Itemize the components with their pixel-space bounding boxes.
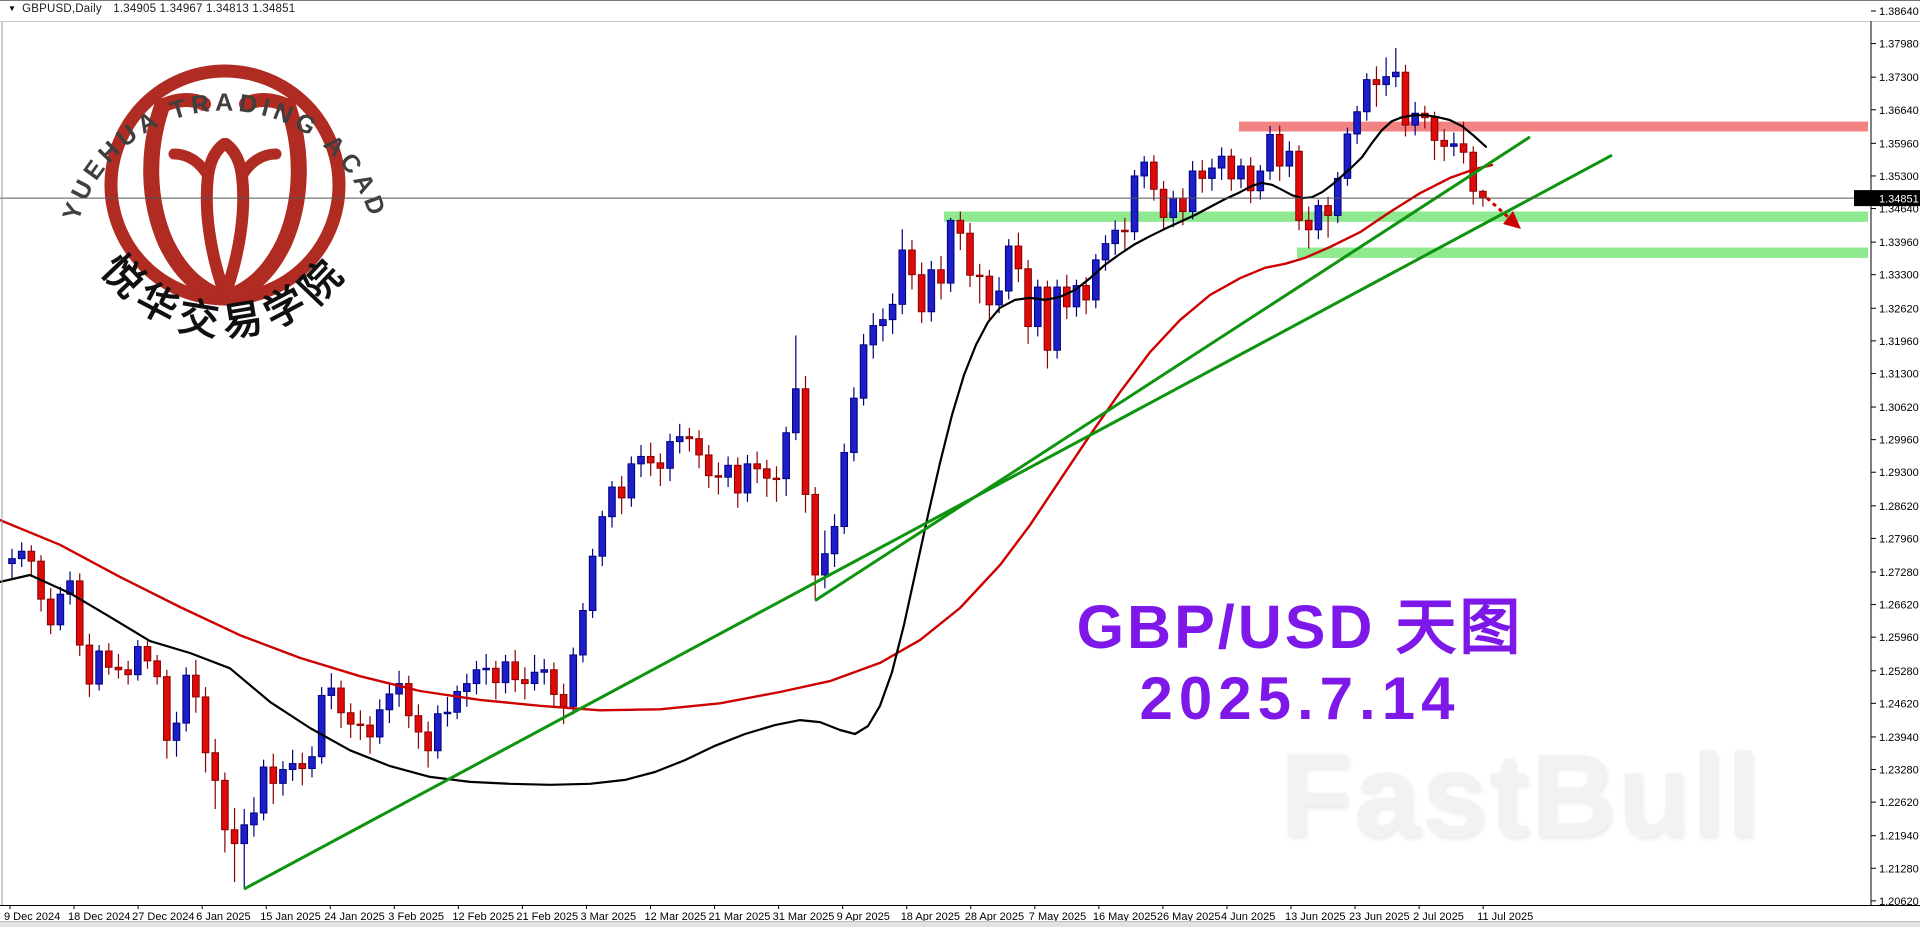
svg-text:28 Apr 2025: 28 Apr 2025 bbox=[965, 911, 1024, 923]
svg-text:7 May 2025: 7 May 2025 bbox=[1029, 911, 1086, 923]
long-uptrend-line[interactable] bbox=[243, 153, 1613, 891]
current-price-badge: 1.34851 bbox=[1879, 194, 1919, 206]
support-zone-2[interactable] bbox=[1297, 247, 1868, 258]
svg-text:3 Feb 2025: 3 Feb 2025 bbox=[388, 911, 444, 923]
ohlc-values: 1.34905 1.34967 1.34813 1.34851 bbox=[113, 3, 296, 15]
fast-ma-line bbox=[0, 114, 1488, 786]
svg-text:18 Apr 2025: 18 Apr 2025 bbox=[901, 911, 960, 923]
chart-frame bbox=[0, 0, 1920, 906]
svg-text:21 Feb 2025: 21 Feb 2025 bbox=[516, 911, 578, 923]
symbol-header[interactable]: ▼ GBPUSD,Daily 1.34905 1.34967 1.34813 1.… bbox=[8, 3, 295, 15]
svg-text:1.36640: 1.36640 bbox=[1879, 105, 1919, 117]
window-bottom-strip bbox=[0, 921, 1920, 927]
yuehua-academy-logo: YUEHUA TRADING ACADEMY 悦华交易学院 bbox=[0, 0, 389, 346]
annotation-symbol-line: GBP/USD 天图 bbox=[1076, 593, 1524, 661]
resistance-zone[interactable] bbox=[1239, 121, 1868, 132]
svg-text:26 May 2025: 26 May 2025 bbox=[1157, 911, 1221, 923]
projection-arrow[interactable] bbox=[1485, 196, 1521, 229]
steep-uptrend-line[interactable] bbox=[814, 135, 1531, 602]
arrow-head-icon bbox=[1503, 211, 1521, 229]
svg-text:24 Jan 2025: 24 Jan 2025 bbox=[324, 911, 385, 923]
svg-text:11 Jul 2025: 11 Jul 2025 bbox=[1477, 911, 1533, 923]
svg-text:1.30620: 1.30620 bbox=[1879, 402, 1919, 414]
svg-text:1.23280: 1.23280 bbox=[1879, 765, 1919, 777]
svg-text:1.35960: 1.35960 bbox=[1879, 138, 1919, 150]
svg-text:31 Mar 2025: 31 Mar 2025 bbox=[773, 911, 835, 923]
svg-text:1.37980: 1.37980 bbox=[1879, 39, 1919, 51]
svg-text:1.20620: 1.20620 bbox=[1879, 896, 1919, 908]
fastbull-watermark: FastBull bbox=[1280, 730, 1762, 862]
svg-text:1.32620: 1.32620 bbox=[1879, 303, 1919, 315]
svg-text:16 May 2025: 16 May 2025 bbox=[1093, 911, 1157, 923]
svg-text:1.21940: 1.21940 bbox=[1879, 831, 1919, 843]
svg-text:1.31300: 1.31300 bbox=[1879, 368, 1919, 380]
trendlines-layer[interactable] bbox=[243, 135, 1613, 891]
svg-text:27 Dec 2024: 27 Dec 2024 bbox=[132, 911, 194, 923]
svg-text:1.37300: 1.37300 bbox=[1879, 72, 1919, 84]
svg-text:23 Jun 2025: 23 Jun 2025 bbox=[1349, 911, 1410, 923]
svg-text:1.33300: 1.33300 bbox=[1879, 270, 1919, 282]
svg-text:1.26620: 1.26620 bbox=[1879, 600, 1919, 612]
svg-text:1.24620: 1.24620 bbox=[1879, 698, 1919, 710]
slow-ma-line bbox=[0, 163, 1494, 712]
svg-text:1.27960: 1.27960 bbox=[1879, 533, 1919, 545]
svg-text:1.38640: 1.38640 bbox=[1879, 6, 1919, 18]
svg-text:1.35300: 1.35300 bbox=[1879, 171, 1919, 183]
svg-text:12 Mar 2025: 12 Mar 2025 bbox=[645, 911, 707, 923]
supply-demand-zones[interactable] bbox=[944, 121, 1868, 258]
svg-text:1.25280: 1.25280 bbox=[1879, 666, 1919, 678]
svg-text:1.27280: 1.27280 bbox=[1879, 567, 1919, 579]
svg-text:1.22620: 1.22620 bbox=[1879, 797, 1919, 809]
analysis-annotation: GBP/USD 天图 2025.7.14 bbox=[1020, 592, 1580, 735]
svg-text:15 Jan 2025: 15 Jan 2025 bbox=[260, 911, 321, 923]
svg-text:4 Jun 2025: 4 Jun 2025 bbox=[1221, 911, 1275, 923]
svg-text:9 Apr 2025: 9 Apr 2025 bbox=[837, 911, 890, 923]
svg-text:1.29960: 1.29960 bbox=[1879, 435, 1919, 447]
svg-text:1.25960: 1.25960 bbox=[1879, 632, 1919, 644]
svg-text:1.28620: 1.28620 bbox=[1879, 501, 1919, 513]
svg-text:3 Mar 2025: 3 Mar 2025 bbox=[580, 911, 636, 923]
svg-text:1.21280: 1.21280 bbox=[1879, 863, 1919, 875]
candles-layer bbox=[8, 48, 1487, 890]
svg-text:13 Jun 2025: 13 Jun 2025 bbox=[1285, 911, 1346, 923]
svg-text:1.33960: 1.33960 bbox=[1879, 237, 1919, 249]
svg-text:9 Dec 2024: 9 Dec 2024 bbox=[4, 911, 60, 923]
svg-text:1.31960: 1.31960 bbox=[1879, 336, 1919, 348]
svg-text:1.34640: 1.34640 bbox=[1879, 204, 1919, 216]
logo-bull-emblem bbox=[143, 93, 307, 305]
date-axis[interactable]: 9 Dec 2024 18 Dec 2024 27 Dec 2024 6 Jan 20… bbox=[4, 905, 1533, 923]
svg-text:6 Jan 2025: 6 Jan 2025 bbox=[196, 911, 250, 923]
price-axis[interactable]: 1.38640 1.37980 1.37300 1.36640 1.35960 1.353… bbox=[1854, 6, 1920, 908]
svg-text:1.29300: 1.29300 bbox=[1879, 467, 1919, 479]
svg-text:1.23940: 1.23940 bbox=[1879, 732, 1919, 744]
annotation-date-line: 2025.7.14 bbox=[1139, 664, 1461, 732]
chart-dropdown-icon[interactable]: ▼ bbox=[8, 4, 17, 13]
svg-text:12 Feb 2025: 12 Feb 2025 bbox=[452, 911, 514, 923]
symbol-period-label: GBPUSD,Daily bbox=[22, 3, 102, 15]
svg-text:21 Mar 2025: 21 Mar 2025 bbox=[709, 911, 771, 923]
svg-text:2 Jul 2025: 2 Jul 2025 bbox=[1413, 911, 1464, 923]
svg-text:18 Dec 2024: 18 Dec 2024 bbox=[68, 911, 130, 923]
